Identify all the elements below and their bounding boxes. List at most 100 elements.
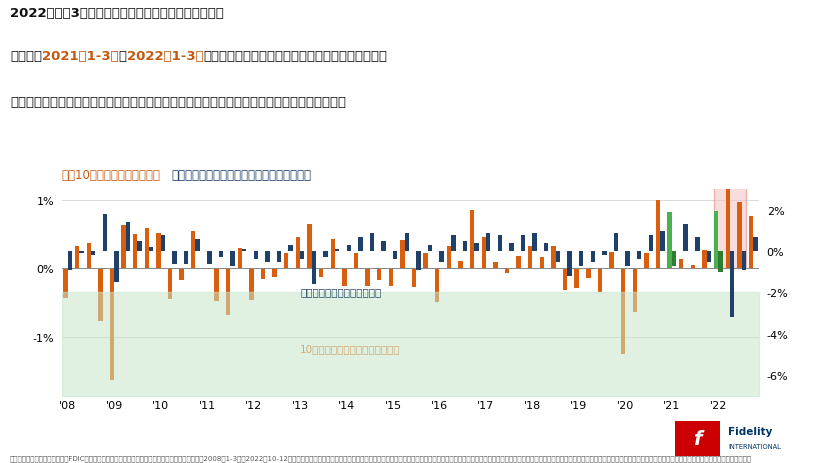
Bar bbox=[242, 250, 247, 252]
Bar bbox=[312, 252, 316, 285]
Bar bbox=[214, 269, 219, 301]
Bar bbox=[556, 252, 560, 262]
Bar bbox=[435, 269, 440, 302]
Bar bbox=[272, 269, 277, 277]
Bar bbox=[672, 252, 676, 266]
Bar bbox=[509, 244, 514, 252]
Bar bbox=[707, 252, 711, 262]
Bar bbox=[497, 235, 502, 252]
Bar bbox=[393, 252, 398, 260]
Bar bbox=[404, 233, 409, 252]
Bar bbox=[683, 225, 688, 252]
Text: ただし、: ただし、 bbox=[10, 50, 42, 63]
Bar bbox=[230, 252, 235, 266]
Bar bbox=[207, 252, 211, 264]
Text: 米国10年国債利回りの変動幅: 米国10年国債利回りの変動幅 bbox=[62, 169, 161, 181]
Bar bbox=[679, 260, 683, 269]
Bar bbox=[568, 252, 572, 276]
Bar bbox=[156, 233, 161, 269]
Bar bbox=[389, 269, 393, 286]
Bar bbox=[358, 237, 362, 252]
Bar bbox=[446, 246, 451, 269]
Bar bbox=[307, 224, 312, 269]
Bar bbox=[249, 269, 253, 300]
Bar bbox=[133, 234, 138, 269]
Bar bbox=[219, 252, 223, 258]
Text: （四半期ごと）と含み損益率の変化幅（同）: （四半期ごと）と含み損益率の変化幅（同） bbox=[172, 169, 312, 181]
Text: と: と bbox=[119, 50, 126, 63]
Bar bbox=[370, 233, 375, 252]
Bar bbox=[87, 244, 91, 269]
Bar bbox=[667, 213, 672, 269]
Bar bbox=[610, 252, 614, 269]
Bar bbox=[423, 254, 428, 269]
Bar bbox=[551, 246, 556, 269]
Text: Fidelity: Fidelity bbox=[728, 426, 772, 436]
Bar bbox=[226, 269, 230, 315]
Bar bbox=[400, 241, 404, 269]
Bar bbox=[463, 241, 467, 252]
Bar bbox=[579, 252, 583, 266]
Text: （出所）米連邦預金保険公社（FDIC）、フィデリティ・インスティテュート。（注）データ期間：2008年1-3月〜2022年10-12月、四半期次。「投資有価証券: （出所）米連邦預金保険公社（FDIC）、フィデリティ・インスティテュート。（注）… bbox=[10, 454, 752, 461]
Bar bbox=[625, 252, 629, 266]
Bar bbox=[381, 241, 386, 252]
Bar bbox=[702, 250, 707, 269]
Bar bbox=[753, 237, 757, 252]
Bar bbox=[161, 235, 165, 252]
Bar bbox=[68, 252, 72, 270]
Bar bbox=[482, 237, 486, 269]
Bar bbox=[591, 252, 595, 262]
Bar bbox=[365, 269, 370, 287]
Bar bbox=[738, 202, 742, 269]
Bar bbox=[742, 252, 746, 270]
Bar bbox=[725, 167, 730, 269]
Bar bbox=[719, 252, 723, 272]
Bar bbox=[346, 245, 351, 252]
Bar bbox=[633, 269, 637, 312]
Bar bbox=[342, 269, 346, 286]
Bar bbox=[110, 269, 114, 380]
Bar bbox=[486, 233, 490, 252]
Bar bbox=[532, 233, 537, 252]
Bar bbox=[125, 223, 130, 252]
Bar bbox=[574, 269, 579, 288]
Text: の金利上昇幅【上段】は同じだが、含み損の拡大幅: の金利上昇幅【上段】は同じだが、含み損の拡大幅 bbox=[203, 50, 387, 63]
Bar bbox=[98, 269, 102, 321]
Bar bbox=[459, 261, 463, 269]
Bar bbox=[637, 252, 641, 260]
Bar bbox=[602, 252, 606, 256]
Bar bbox=[335, 250, 339, 252]
Bar bbox=[64, 269, 68, 298]
Bar bbox=[505, 269, 509, 274]
Bar bbox=[300, 252, 304, 260]
Bar bbox=[451, 235, 455, 252]
Bar bbox=[412, 269, 417, 288]
Bar bbox=[180, 269, 184, 281]
FancyBboxPatch shape bbox=[714, 161, 746, 269]
Bar bbox=[238, 249, 242, 269]
Bar bbox=[544, 244, 549, 252]
Bar bbox=[660, 231, 665, 252]
Bar bbox=[277, 252, 281, 262]
Bar bbox=[648, 235, 653, 252]
Bar bbox=[138, 241, 142, 252]
Bar bbox=[428, 245, 432, 252]
Bar bbox=[167, 269, 172, 300]
Bar bbox=[75, 247, 79, 269]
Bar bbox=[440, 252, 444, 262]
Text: 2021年1-3月: 2021年1-3月 bbox=[42, 50, 119, 63]
Bar bbox=[265, 252, 270, 262]
Bar bbox=[644, 254, 648, 269]
Bar bbox=[540, 258, 544, 269]
Bar bbox=[516, 257, 521, 269]
Bar bbox=[377, 269, 381, 281]
Bar bbox=[149, 248, 153, 252]
Bar bbox=[102, 214, 107, 252]
Bar bbox=[331, 239, 335, 269]
FancyBboxPatch shape bbox=[675, 421, 719, 456]
Bar bbox=[586, 269, 591, 278]
Text: f: f bbox=[693, 429, 701, 448]
Bar bbox=[470, 210, 474, 269]
Bar bbox=[749, 217, 753, 269]
Bar bbox=[196, 239, 200, 252]
